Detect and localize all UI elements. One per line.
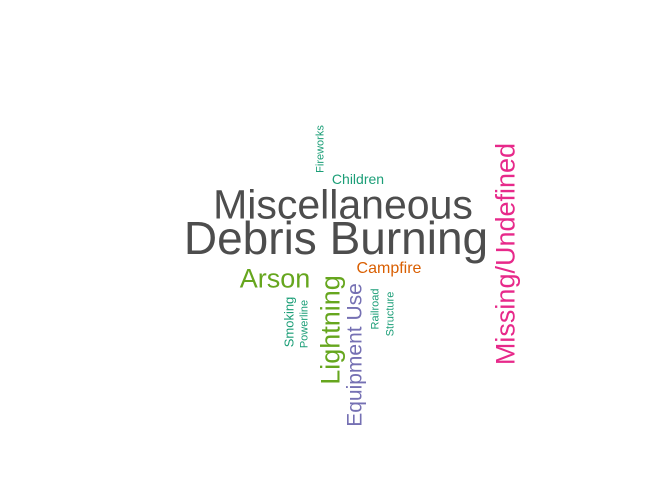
word-railroad: Railroad	[369, 288, 382, 330]
word-smoking: Smoking	[281, 296, 297, 348]
word-equipment-use: Equipment Use	[343, 283, 367, 427]
word-arson: Arson	[239, 263, 311, 294]
word-children: Children	[331, 171, 385, 187]
word-missing-undefined: Missing/Undefined	[490, 142, 521, 366]
word-lightning: Lightning	[315, 275, 346, 385]
word-campfire: Campfire	[356, 260, 422, 277]
word-debris-burning: Debris Burning	[183, 212, 489, 264]
word-fireworks: Fireworks	[314, 125, 327, 173]
word-powerline: Powerline	[298, 299, 311, 349]
word-miscellaneous: Miscellaneous	[213, 181, 473, 228]
word-structure: Structure	[384, 291, 397, 337]
